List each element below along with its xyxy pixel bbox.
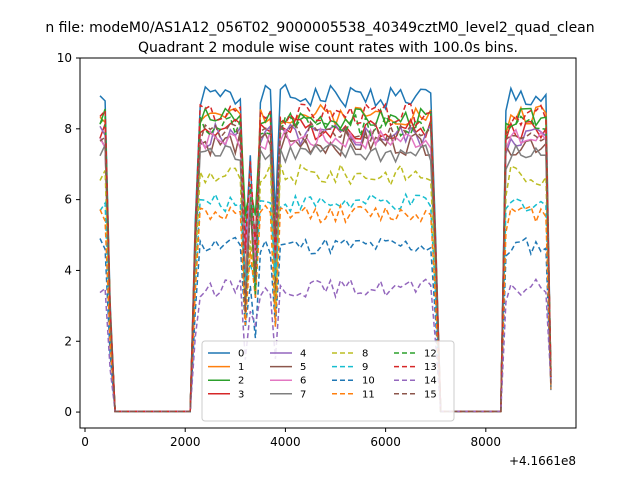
y-tick-label: 2 bbox=[64, 334, 72, 348]
legend-label-9: 9 bbox=[362, 362, 368, 373]
legend-label-7: 7 bbox=[300, 389, 306, 400]
x-tick-label: 8000 bbox=[471, 435, 502, 449]
legend-label-1: 1 bbox=[238, 362, 244, 373]
legend-label-12: 12 bbox=[424, 349, 437, 360]
legend-label-8: 8 bbox=[362, 349, 368, 360]
x-tick-label: 0 bbox=[81, 435, 89, 449]
legend-label-10: 10 bbox=[362, 376, 375, 387]
legend-label-13: 13 bbox=[424, 362, 437, 373]
legend-label-11: 11 bbox=[362, 389, 375, 400]
y-tick-label: 10 bbox=[57, 51, 72, 65]
x-tick-label: 2000 bbox=[170, 435, 201, 449]
series-line-14 bbox=[99, 278, 552, 413]
chart-suptitle: n file: modeM0/AS1A12_056T02_9000005538_… bbox=[45, 20, 594, 36]
legend-label-4: 4 bbox=[300, 349, 306, 360]
y-tick-label: 6 bbox=[64, 193, 72, 207]
x-tick-label: 6000 bbox=[370, 435, 401, 449]
legend-frame bbox=[201, 340, 455, 422]
axes-frame bbox=[79, 57, 577, 429]
legend-label-5: 5 bbox=[300, 362, 306, 373]
legend-label-6: 6 bbox=[300, 376, 306, 387]
legend-label-14: 14 bbox=[424, 376, 437, 387]
y-tick-label: 0 bbox=[64, 405, 72, 419]
chart-title: Quadrant 2 module wise count rates with … bbox=[138, 40, 518, 56]
plot-area bbox=[99, 83, 552, 413]
legend-label-3: 3 bbox=[238, 389, 244, 400]
legend-label-15: 15 bbox=[424, 389, 437, 400]
y-tick-label: 4 bbox=[64, 263, 72, 277]
legend-label-0: 0 bbox=[238, 349, 244, 360]
legend-label-2: 2 bbox=[238, 376, 244, 387]
y-tick-label: 8 bbox=[64, 122, 72, 136]
x-offset-label: +4.1661e8 bbox=[509, 454, 576, 468]
x-tick-label: 4000 bbox=[270, 435, 301, 449]
